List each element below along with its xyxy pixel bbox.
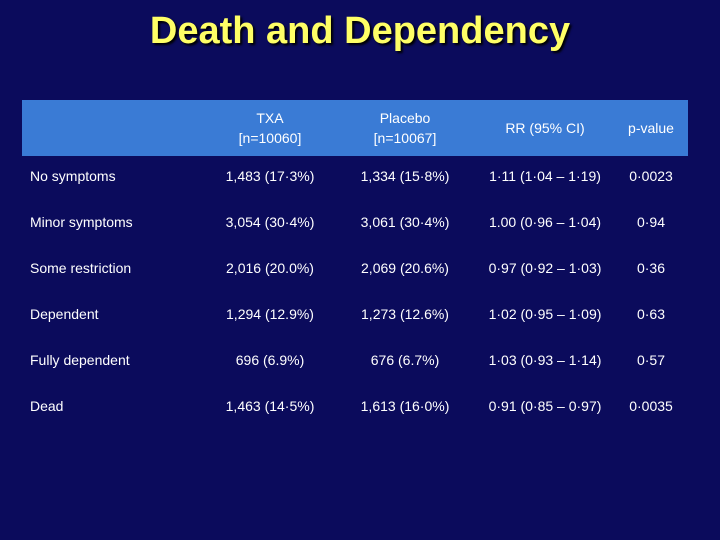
row-label: Fully dependent	[30, 352, 130, 368]
row-label: Some restriction	[30, 260, 132, 276]
table-header-band	[22, 100, 688, 156]
cell-rr: 0·91 (0·85 – 0·97)	[488, 398, 602, 414]
cell-placebo: 1,613 (16·0%)	[360, 398, 450, 414]
cell-txa: 3,054 (30·4%)	[225, 214, 315, 230]
header-p-value: p-value	[628, 120, 674, 136]
cell-txa: 696 (6.9%)	[235, 352, 305, 368]
cell-txa: 1,463 (14·5%)	[225, 398, 315, 414]
row-label: No symptoms	[30, 168, 116, 184]
cell-txa: 1,294 (12.9%)	[226, 306, 314, 322]
row-label: Dependent	[30, 306, 99, 322]
cell-p-value: 0·36	[636, 260, 666, 276]
cell-txa: 1,483 (17·3%)	[225, 168, 315, 184]
slide-title: Death and Dependency	[149, 10, 571, 52]
cell-p-value: 0·0023	[629, 168, 673, 184]
header-placebo-n: [n=10067]	[373, 130, 437, 146]
cell-p-value: 0·57	[636, 352, 666, 368]
cell-rr: 1·11 (1·04 – 1·19)	[489, 168, 601, 184]
header-rr: RR (95% CI)	[505, 120, 585, 136]
cell-txa: 2,016 (20.0%)	[226, 260, 314, 276]
cell-rr: 1·03 (0·93 – 1·14)	[488, 352, 602, 368]
cell-placebo: 2,069 (20.6%)	[361, 260, 449, 276]
row-label: Dead	[30, 398, 64, 414]
row-label: Minor symptoms	[30, 214, 133, 230]
cell-placebo: 1,273 (12.6%)	[361, 306, 449, 322]
cell-p-value: 0·94	[636, 214, 666, 230]
header-txa-n: [n=10060]	[238, 130, 302, 146]
cell-placebo: 676 (6.7%)	[370, 352, 440, 368]
cell-rr: 1.00 (0·96 – 1·04)	[488, 214, 602, 230]
header-txa: TXA [n=10060]	[200, 108, 340, 148]
header-placebo: Placebo [n=10067]	[335, 108, 475, 148]
cell-p-value: 0·0035	[629, 398, 673, 414]
cell-rr: 0·97 (0·92 – 1·03)	[488, 260, 602, 276]
cell-placebo: 3,061 (30·4%)	[360, 214, 450, 230]
cell-placebo: 1,334 (15·8%)	[360, 168, 450, 184]
cell-rr: 1·02 (0·95 – 1·09)	[488, 306, 602, 322]
header-placebo-name: Placebo	[379, 110, 431, 126]
cell-p-value: 0·63	[636, 306, 666, 322]
header-txa-name: TXA	[256, 110, 284, 126]
